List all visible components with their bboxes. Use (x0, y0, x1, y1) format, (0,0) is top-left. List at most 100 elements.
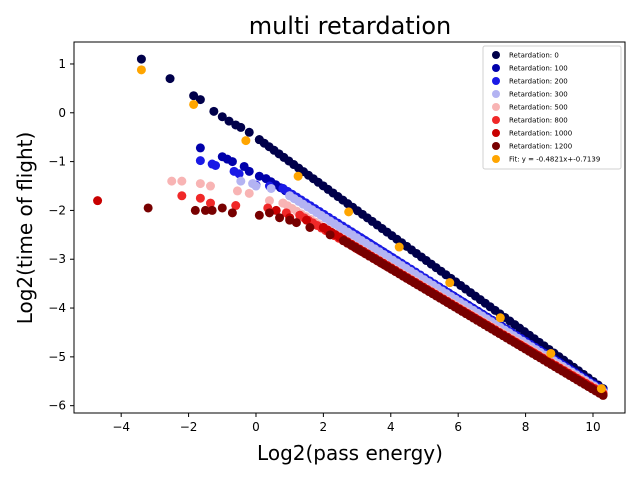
series-1-point (227, 157, 237, 167)
series-8-point (189, 99, 199, 109)
series-2-point (234, 169, 244, 179)
series-7-point (217, 203, 227, 213)
series-5-point (177, 191, 187, 201)
series-0-point (136, 54, 146, 64)
legend-marker (492, 116, 500, 124)
legend-marker (492, 142, 500, 150)
series-8 (136, 65, 606, 394)
legend-marker (492, 103, 500, 111)
series-5-point (231, 201, 241, 211)
series-0-point (236, 122, 246, 132)
series-6-point (318, 223, 328, 232)
series-8-point (394, 242, 404, 252)
series-4-point (167, 176, 177, 186)
x-tick-label: 6 (454, 420, 462, 434)
legend-marker (492, 155, 500, 163)
series-8-point (495, 313, 505, 323)
legend-entry: Retardation: 0 (509, 52, 559, 60)
series-7-point (275, 213, 285, 223)
series-7-trend-point (598, 390, 608, 400)
series-0-point (217, 112, 227, 122)
x-tick-label: 4 (387, 420, 395, 434)
series-7-point (339, 236, 349, 246)
legend-marker (492, 51, 500, 59)
series-6-point (302, 215, 312, 225)
series-2-point (278, 183, 288, 193)
series-8-point (344, 207, 354, 217)
y-tick-label: −3 (48, 252, 66, 266)
legend-entry: Retardation: 1000 (509, 130, 572, 138)
series-1-point (244, 166, 254, 176)
legend-entry: Retardation: 1200 (509, 143, 572, 151)
series-8-point (293, 171, 303, 181)
legend-marker (492, 64, 500, 72)
legend-entry: Retardation: 200 (509, 78, 568, 86)
series-4-point (278, 198, 288, 208)
series-2-point (211, 161, 221, 171)
series-2-point (195, 156, 205, 166)
series-0-point (165, 74, 175, 84)
legend-entry: Retardation: 100 (509, 65, 568, 73)
series-4-point (264, 196, 274, 206)
series-4-point (244, 188, 254, 198)
y-tick-label: −6 (48, 399, 66, 413)
series-8-point (445, 278, 455, 288)
series-4-point (232, 186, 242, 196)
series-0-point (224, 116, 234, 126)
series-3-point (266, 183, 276, 193)
legend: Retardation: 0 Retardation: 100 Retardatio… (482, 45, 622, 170)
y-tick-label: −1 (48, 155, 66, 169)
x-tick-label: −2 (180, 420, 198, 434)
legend-entry: Retardation: 300 (509, 91, 568, 99)
y-tick-label: −4 (48, 301, 66, 315)
series-0-point (189, 91, 199, 101)
y-tick-label: 1 (58, 57, 66, 71)
y-axis-label: Log2(time of flight) (13, 132, 37, 325)
series-4-point (177, 176, 187, 186)
plot-area-frame (73, 41, 626, 414)
series-7-point (291, 218, 301, 228)
series-7-point (207, 205, 217, 215)
series-7-point (143, 203, 153, 213)
legend-entry: Retardation: 500 (509, 104, 568, 112)
series-8-point (136, 65, 146, 75)
y-tick-label: −2 (48, 203, 66, 217)
y-tick-label: −5 (48, 350, 66, 364)
series-6-point (93, 196, 103, 206)
series-0-point (254, 135, 264, 145)
plot-points (93, 54, 608, 400)
series-7 (143, 203, 608, 400)
legend-entry: Fit: y = -0.4821x+-0.7139 (509, 156, 600, 164)
legend-entry: Retardation: 800 (509, 117, 568, 125)
series-7-point (264, 208, 274, 218)
legend-frame (482, 45, 622, 170)
series-7-point (190, 205, 200, 215)
series-7-point (200, 205, 210, 215)
series-5-point (295, 210, 305, 220)
legend-marker (492, 90, 500, 98)
series-4-point (205, 181, 215, 191)
series-3-point (236, 176, 246, 186)
x-tick-label: 0 (252, 420, 260, 434)
series-4-point (195, 179, 205, 189)
series-5-point (205, 198, 215, 208)
series-3-point (285, 191, 295, 201)
series-5-point (195, 193, 205, 203)
series-8-point (241, 136, 251, 146)
legend-marker (492, 129, 500, 137)
series-1-point (254, 171, 264, 181)
series-7-point (254, 210, 264, 220)
series-0-point (244, 127, 254, 137)
x-axis-label: Log2(pass energy) (257, 441, 443, 465)
x-tick-label: 2 (320, 420, 328, 434)
series-7-point (305, 223, 315, 232)
y-tick-label: 0 (58, 106, 66, 120)
chart-title: multi retardation (249, 12, 452, 40)
x-tick-label: 10 (585, 420, 600, 434)
series-0-point (209, 106, 219, 116)
x-tick-label: −4 (112, 420, 130, 434)
legend-marker (492, 77, 500, 85)
series-3-point (251, 181, 261, 191)
